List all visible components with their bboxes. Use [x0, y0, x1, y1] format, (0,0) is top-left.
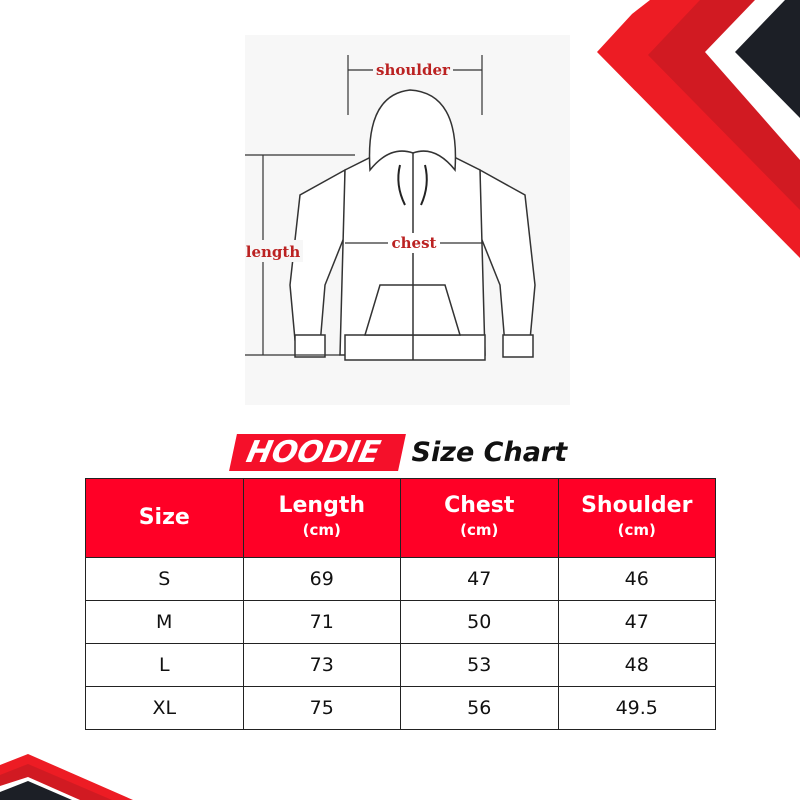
cell-size: M: [85, 600, 244, 644]
cell-length: 69: [242, 557, 401, 601]
cell-chest: 53: [400, 643, 559, 687]
table-header-row: Size Length (cm) Chest (cm) Shoulder (cm): [85, 478, 716, 558]
cell-shoulder: 48: [557, 643, 716, 687]
cell-chest: 47: [400, 557, 559, 601]
header-unit: (cm): [460, 521, 499, 539]
header-label: Chest: [444, 493, 515, 518]
cell-size: L: [85, 643, 244, 687]
table-row: L 73 53 48: [85, 643, 716, 687]
cell-size: XL: [85, 686, 244, 730]
header-shoulder: Shoulder (cm): [557, 478, 716, 558]
title-rest: Size Chart: [411, 437, 568, 468]
chart-title: HOODIE Size Chart: [0, 434, 800, 471]
header-unit: (cm): [302, 521, 341, 539]
cell-chest: 56: [400, 686, 559, 730]
cell-shoulder: 46: [557, 557, 716, 601]
header-length: Length (cm): [242, 478, 401, 558]
header-size: Size: [85, 478, 244, 558]
label-shoulder: shoulder: [376, 61, 451, 79]
cell-shoulder: 47: [557, 600, 716, 644]
table-row: S 69 47 46: [85, 557, 716, 601]
header-unit: (cm): [617, 521, 656, 539]
cell-size: S: [85, 557, 244, 601]
cell-shoulder: 49.5: [557, 686, 716, 730]
title-highlight-text: HOODIE: [243, 435, 384, 470]
table-row: M 71 50 47: [85, 600, 716, 644]
header-label: Length: [278, 493, 366, 518]
header-chest: Chest (cm): [400, 478, 559, 558]
size-table: Size Length (cm) Chest (cm) Shoulder (cm) S…: [85, 478, 716, 730]
chevron-top-navy: [735, 0, 800, 118]
chevron-bottom-navy: [0, 781, 72, 800]
title-highlight: HOODIE: [228, 434, 406, 471]
cell-chest: 50: [400, 600, 559, 644]
header-label: Shoulder: [581, 493, 693, 518]
table-row: XL 75 56 49.5: [85, 686, 716, 730]
cell-length: 73: [242, 643, 401, 687]
label-length: length: [246, 243, 301, 261]
cell-length: 75: [242, 686, 401, 730]
hoodie-illustration: shoulder length chest: [245, 35, 570, 405]
header-label: Size: [138, 505, 190, 530]
label-chest: chest: [392, 234, 437, 252]
cell-length: 71: [242, 600, 401, 644]
hoodie-drawing: shoulder length chest: [245, 55, 536, 361]
